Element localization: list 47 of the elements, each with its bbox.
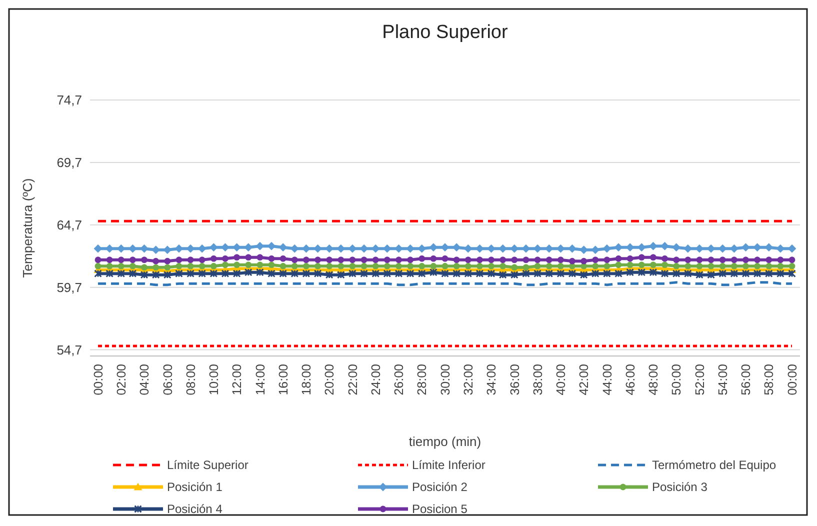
legend-label: Posición 4: [167, 502, 223, 516]
x-tick-label: 54:00: [716, 364, 730, 396]
legend-label: Posición 2: [412, 480, 468, 494]
x-tick-label: 00:00: [785, 364, 800, 396]
legend-label: Termómetro del Equipo: [652, 458, 776, 472]
x-tick-label: 14:00: [253, 364, 268, 396]
x-tick-label: 58:00: [762, 364, 776, 396]
legend-label: Límite Superior: [167, 458, 248, 472]
x-tick-label: 38:00: [530, 364, 545, 396]
y-tick-label: 54,7: [56, 342, 82, 358]
x-axis-title: tiempo (min): [408, 434, 482, 449]
x-tick-label: 00:00: [91, 364, 106, 396]
x-tick-label: 56:00: [739, 364, 754, 396]
x-tick-label: 24:00: [368, 364, 383, 396]
x-tick-label: 30:00: [438, 364, 452, 396]
x-tick-label: 18:00: [300, 364, 314, 396]
y-tick-label: 64,7: [56, 217, 82, 232]
x-tick-label: 42:00: [577, 364, 592, 396]
x-tick-label: 50:00: [670, 364, 684, 396]
x-tick-label: 46:00: [623, 364, 638, 396]
y-tick-label: 74,7: [56, 92, 82, 108]
x-tick-label: 28:00: [415, 364, 430, 396]
x-tick-label: 02:00: [114, 364, 129, 396]
x-tick-label: 34:00: [484, 364, 499, 396]
x-tick-label: 40:00: [554, 364, 568, 396]
x-tick-label: 20:00: [322, 364, 337, 396]
x-tick-label: 08:00: [184, 364, 198, 396]
x-tick-label: 22:00: [346, 364, 360, 396]
y-tick-label: 59,7: [56, 280, 82, 295]
legend-label: Posicion 5: [412, 502, 468, 516]
x-tick-label: 06:00: [160, 364, 175, 396]
y-tick-label: 69,7: [56, 154, 82, 170]
x-tick-label: 16:00: [276, 364, 290, 396]
x-tick-label: 52:00: [692, 364, 707, 396]
x-tick-label: 48:00: [646, 364, 661, 396]
x-tick-label: 12:00: [230, 364, 244, 396]
x-tick-label: 04:00: [138, 364, 152, 396]
legend-label: Posición 1: [167, 480, 223, 494]
y-axis-title: Temperatura (ºC): [20, 178, 35, 278]
legend-label: Límite Inferior: [412, 458, 486, 472]
x-tick-label: 10:00: [207, 364, 222, 396]
legend-label: Posición 3: [652, 480, 708, 494]
x-tick-label: 26:00: [392, 364, 406, 396]
x-tick-label: 36:00: [508, 364, 522, 396]
x-tick-label: 44:00: [600, 364, 614, 396]
x-tick-label: 32:00: [462, 364, 476, 396]
chart-title: Plano Superior: [382, 22, 509, 43]
